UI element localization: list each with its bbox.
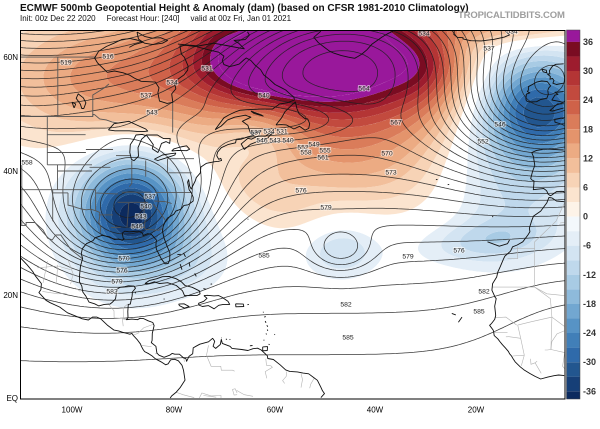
svg-text:561: 561 — [317, 154, 329, 161]
svg-text:20W: 20W — [468, 406, 485, 415]
svg-text:543: 543 — [269, 137, 281, 144]
svg-text:-6: -6 — [583, 241, 591, 251]
svg-text:543: 543 — [135, 213, 147, 220]
svg-text:579: 579 — [111, 278, 123, 285]
svg-text:549: 549 — [308, 141, 320, 148]
svg-text:40W: 40W — [367, 406, 384, 415]
svg-text:-30: -30 — [583, 357, 596, 367]
svg-text:60W: 60W — [267, 406, 284, 415]
svg-text:519: 519 — [60, 59, 72, 66]
svg-text:573: 573 — [385, 169, 397, 176]
svg-text:516: 516 — [102, 53, 114, 60]
svg-text:534: 534 — [418, 30, 430, 37]
svg-text:12: 12 — [583, 153, 593, 163]
svg-text:576: 576 — [295, 187, 307, 194]
svg-text:534: 534 — [506, 28, 518, 35]
svg-text:582: 582 — [478, 288, 490, 295]
svg-text:546: 546 — [494, 121, 506, 128]
svg-text:18: 18 — [583, 124, 593, 134]
svg-text:60N: 60N — [3, 53, 18, 62]
svg-text:585: 585 — [473, 308, 485, 315]
svg-text:531: 531 — [276, 128, 288, 135]
svg-text:555: 555 — [319, 147, 331, 154]
svg-text:0: 0 — [583, 212, 588, 222]
svg-text:558: 558 — [21, 159, 33, 166]
svg-text:80W: 80W — [166, 406, 183, 415]
svg-text:543: 543 — [146, 109, 158, 116]
svg-text:36: 36 — [583, 37, 593, 47]
svg-text:-18: -18 — [583, 299, 596, 309]
svg-text:537: 537 — [144, 193, 156, 200]
svg-text:-24: -24 — [583, 328, 596, 338]
svg-text:-12: -12 — [583, 270, 596, 280]
svg-text:6: 6 — [583, 183, 588, 193]
svg-text:546: 546 — [256, 137, 268, 144]
svg-text:24: 24 — [583, 95, 593, 105]
svg-text:30: 30 — [583, 66, 593, 76]
svg-text:576: 576 — [453, 247, 465, 254]
svg-text:567: 567 — [390, 119, 402, 126]
svg-text:540: 540 — [258, 92, 270, 99]
svg-text:537: 537 — [483, 45, 495, 52]
svg-text:585: 585 — [342, 334, 354, 341]
svg-text:579: 579 — [402, 253, 414, 260]
svg-text:20N: 20N — [3, 291, 18, 300]
svg-text:582: 582 — [106, 288, 118, 295]
svg-text:-36: -36 — [583, 386, 596, 396]
svg-text:546: 546 — [131, 223, 143, 230]
svg-text:570: 570 — [118, 255, 130, 262]
svg-text:579: 579 — [320, 204, 332, 211]
svg-text:40N: 40N — [3, 167, 18, 176]
svg-text:537: 537 — [250, 129, 262, 136]
svg-text:540: 540 — [140, 203, 152, 210]
svg-text:537: 537 — [140, 92, 152, 99]
svg-text:585: 585 — [258, 252, 270, 259]
svg-text:558: 558 — [300, 149, 312, 156]
svg-text:540: 540 — [282, 137, 294, 144]
svg-text:570: 570 — [381, 150, 393, 157]
svg-text:582: 582 — [340, 301, 352, 308]
svg-text:552: 552 — [297, 144, 309, 151]
svg-text:EQ: EQ — [6, 394, 18, 403]
svg-text:534: 534 — [166, 79, 178, 86]
svg-text:100W: 100W — [62, 406, 83, 415]
svg-text:531: 531 — [201, 65, 213, 72]
svg-text:576: 576 — [116, 267, 128, 274]
svg-text:534: 534 — [263, 128, 275, 135]
svg-text:552: 552 — [477, 138, 489, 145]
svg-text:564: 564 — [358, 85, 370, 92]
